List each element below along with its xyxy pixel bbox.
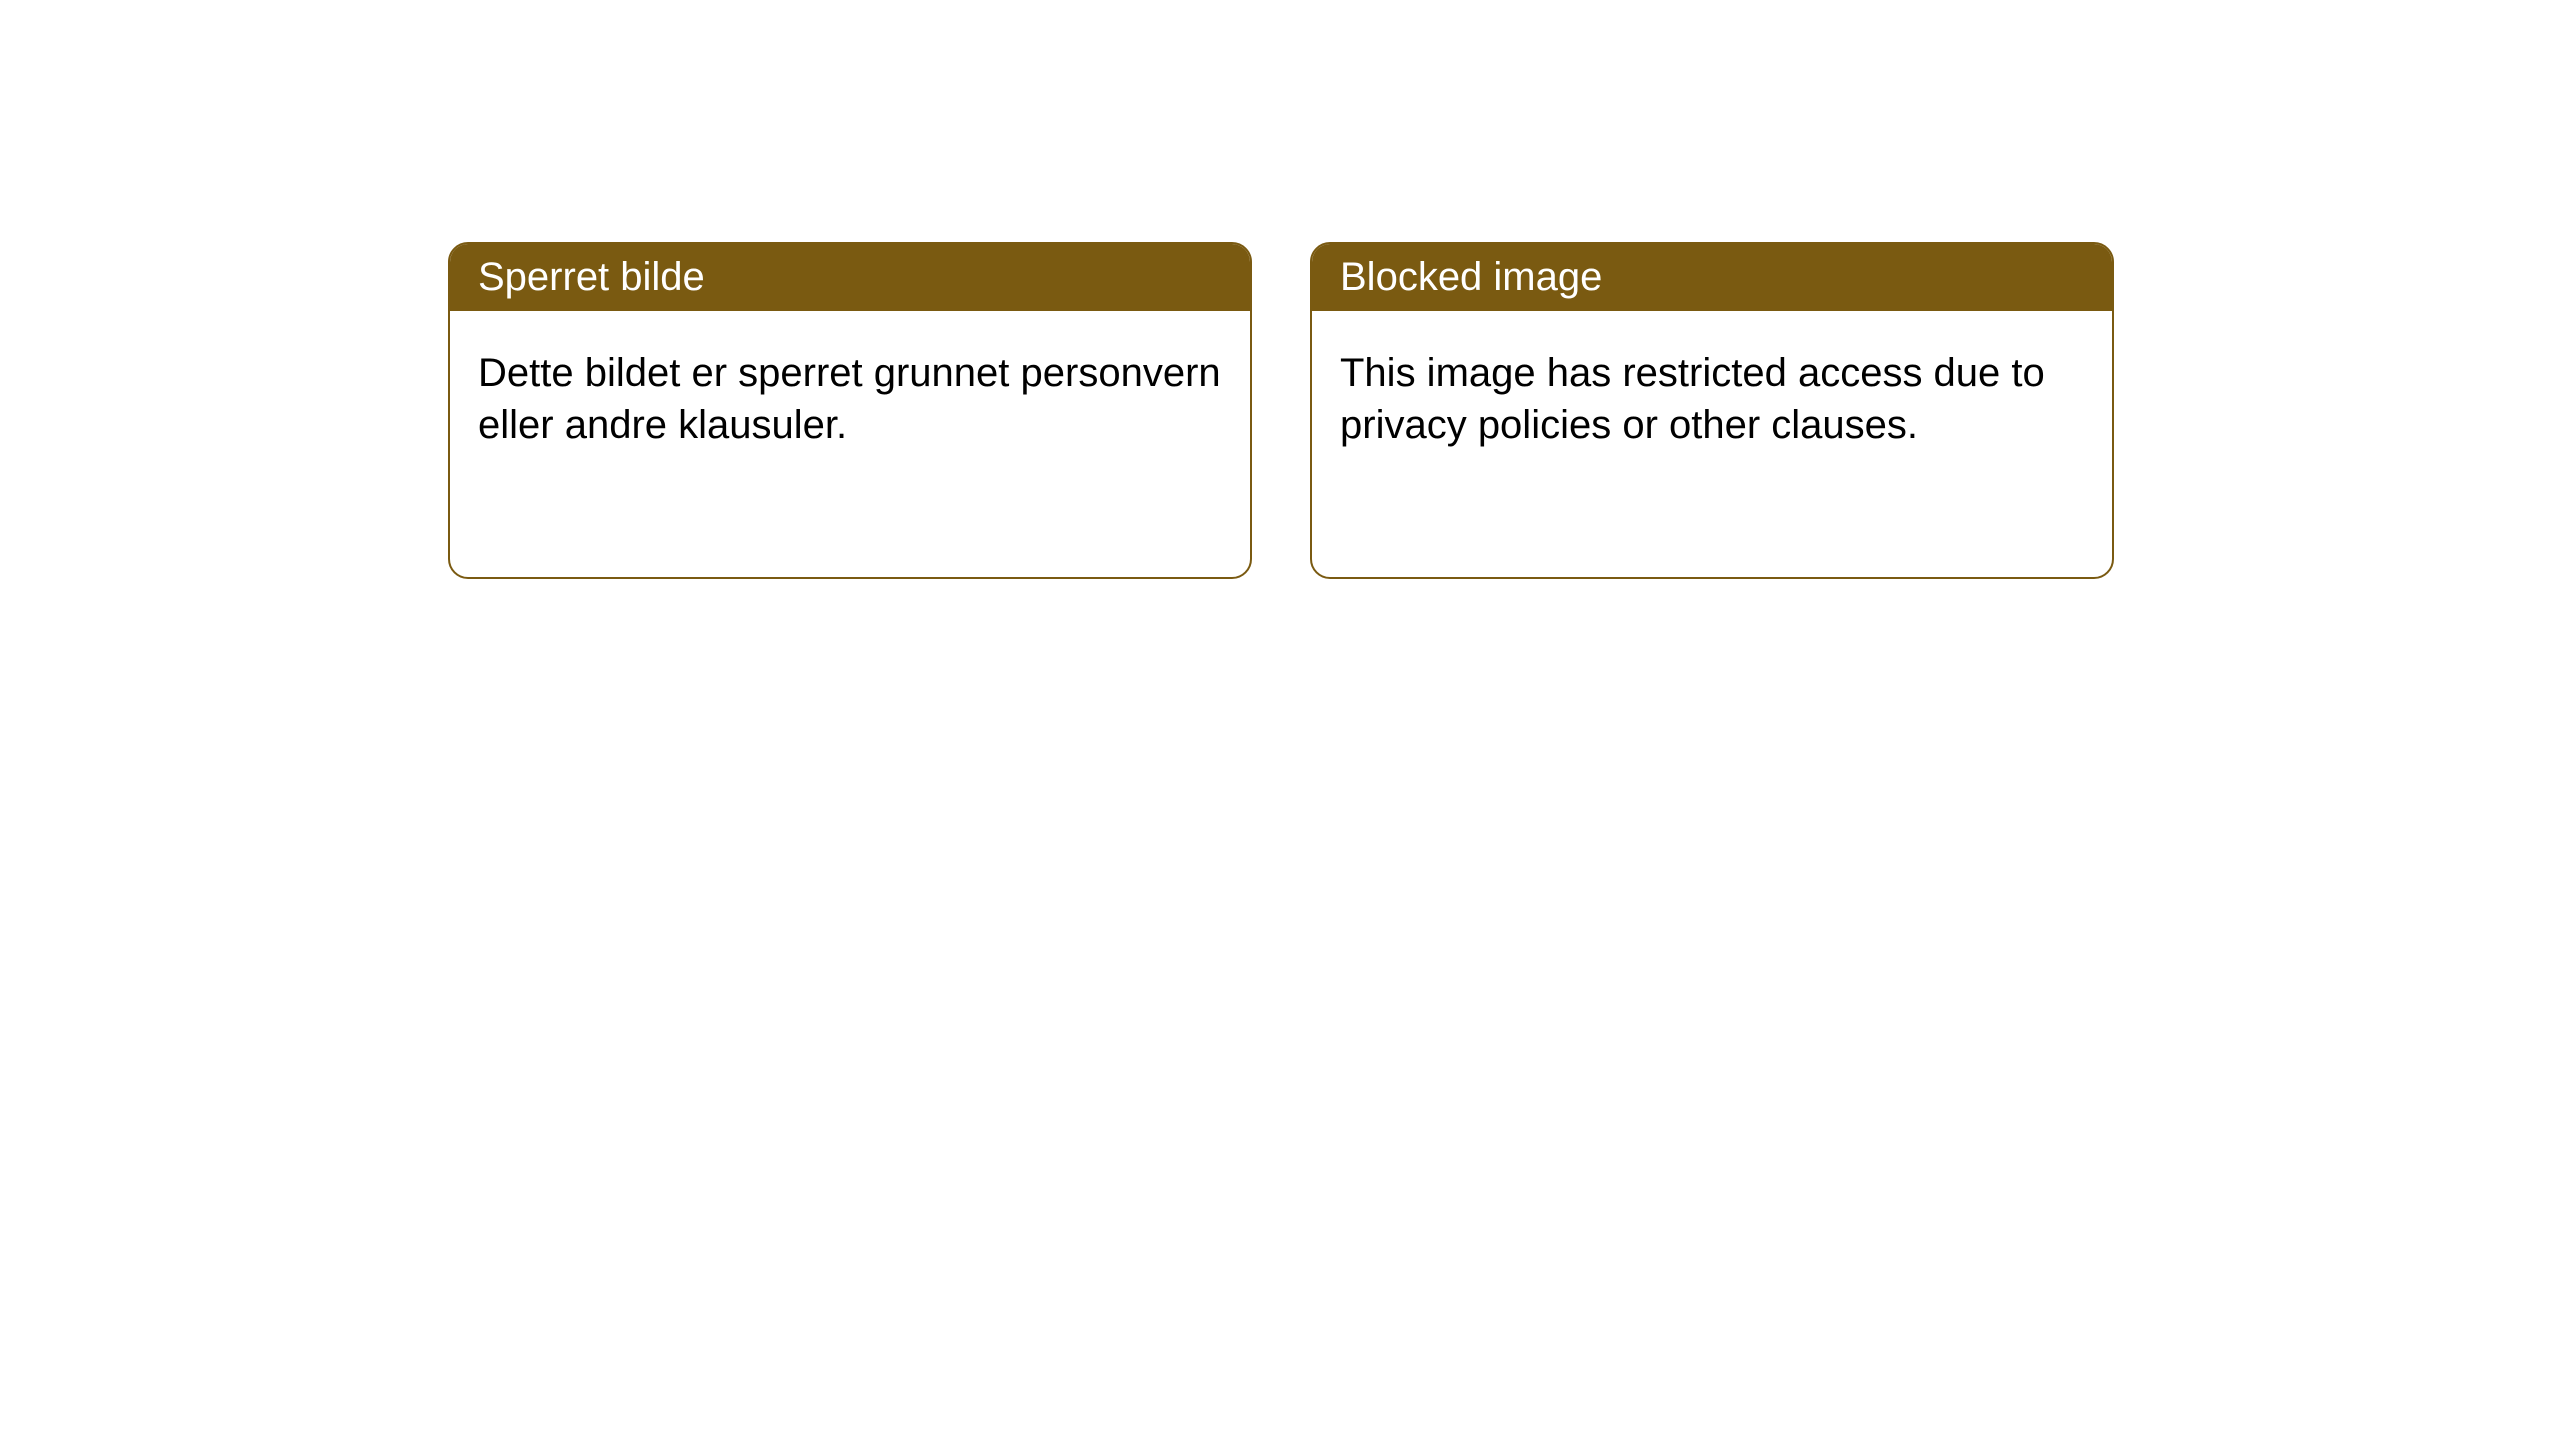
- card-body: Dette bildet er sperret grunnet personve…: [450, 311, 1250, 487]
- notice-container: Sperret bilde Dette bildet er sperret gr…: [0, 0, 2560, 579]
- blocked-image-card-english: Blocked image This image has restricted …: [1310, 242, 2114, 579]
- card-message: Dette bildet er sperret grunnet personve…: [478, 351, 1221, 447]
- card-message: This image has restricted access due to …: [1340, 351, 2045, 447]
- card-body: This image has restricted access due to …: [1312, 311, 2112, 487]
- card-title: Blocked image: [1340, 255, 1602, 299]
- card-header: Blocked image: [1312, 244, 2112, 311]
- card-header: Sperret bilde: [450, 244, 1250, 311]
- card-title: Sperret bilde: [478, 255, 705, 299]
- blocked-image-card-norwegian: Sperret bilde Dette bildet er sperret gr…: [448, 242, 1252, 579]
